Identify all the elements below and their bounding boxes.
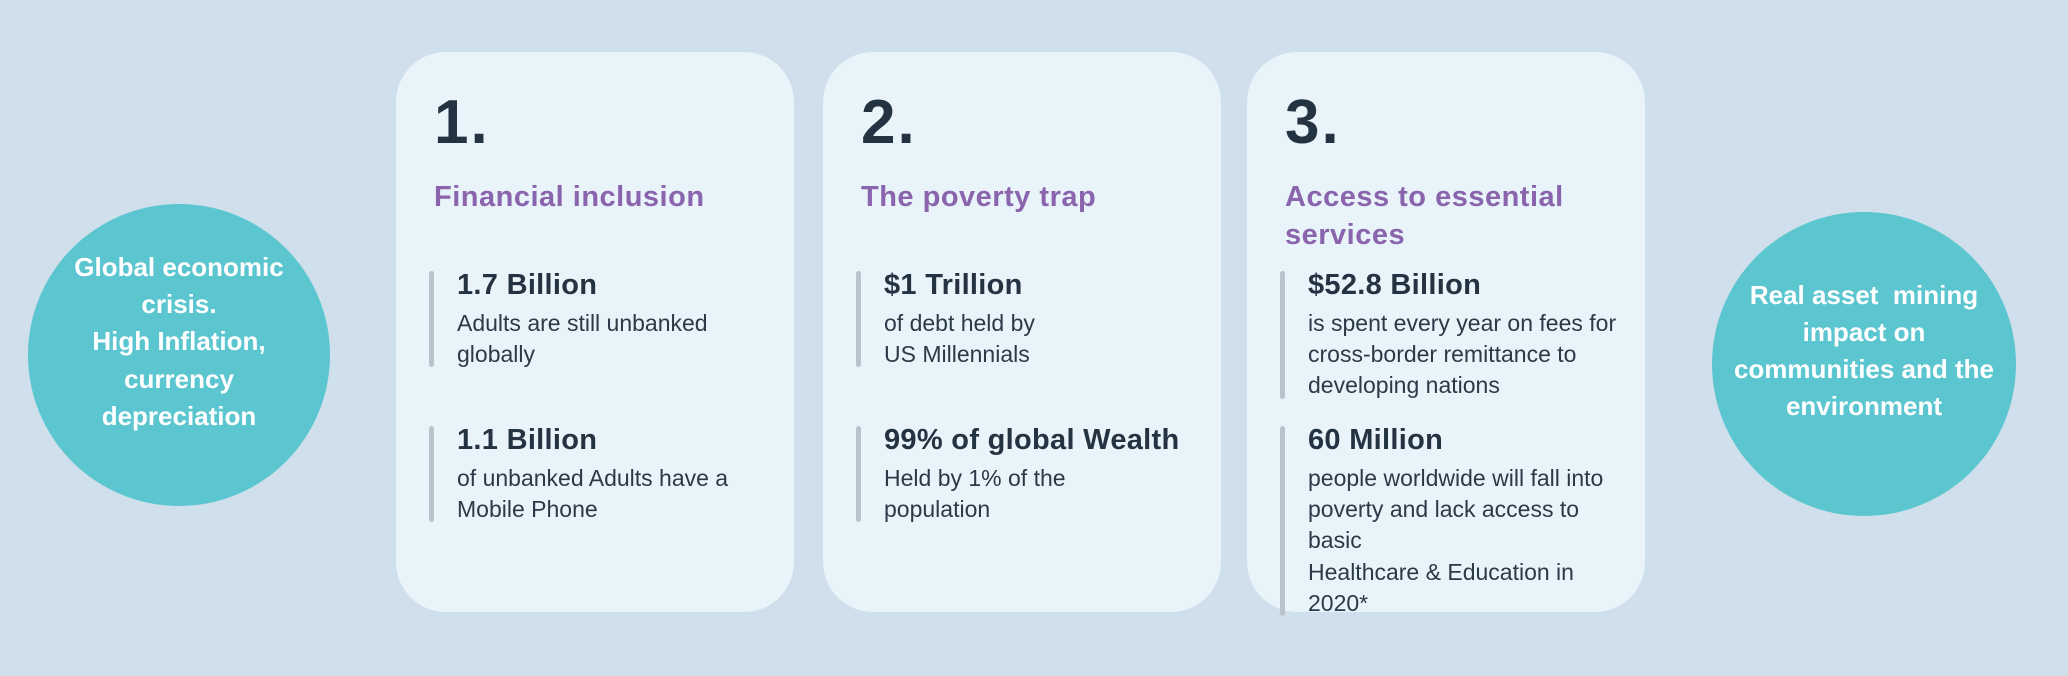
stat-divider [856,426,861,523]
card-1-title: Financial inclusion [434,181,705,213]
problem-card-2: 2. The poverty trap $1 Trillion of debt … [823,52,1221,612]
stat-content: $52.8 Billion is spent every year on fee… [1285,268,1616,402]
card-2-title: The poverty trap [861,181,1097,213]
stat-divider [429,426,434,523]
card-3-stat-1: $52.8 Billion is spent every year on fee… [1280,268,1619,402]
stat-value: $52.8 Billion [1308,269,1482,301]
card-3-number: 3. [1285,88,1341,157]
stat-value: 1.1 Billion [457,424,598,456]
card-3-title: Access to essential services [1285,181,1564,252]
card-2-stat-2: 99% of global Wealth Held by 1% of the p… [856,423,1195,525]
stat-content: $1 Trillion of debt held by US Millennia… [861,268,1035,370]
problem-card-3: 3. Access to essential services $52.8 Bi… [1247,52,1645,617]
stat-divider [856,271,861,368]
context-circle-left-text: Global economic crisis. High Inflation, … [74,252,284,431]
stat-description: is spent every year on fees for cross-bo… [1308,309,1617,399]
context-circle-right-text: Real asset mining impact on communities … [1733,279,1995,422]
stat-value: 99% of global Wealth [884,424,1180,456]
stat-description: people worldwide will fall into poverty … [1308,464,1604,616]
card-1-number: 1. [434,88,490,157]
stat-content: 1.1 Billion of unbanked Adults have a Mo… [434,423,728,525]
card-1-stat-1: 1.7 Billion Adults are still unbanked gl… [429,268,768,370]
stat-value: 1.7 Billion [457,269,598,301]
card-1-stat-2: 1.1 Billion of unbanked Adults have a Mo… [429,423,768,525]
context-circle-left: Global economic crisis. High Inflation, … [28,204,330,506]
stat-content: 60 Million people worldwide will fall in… [1285,423,1619,619]
stat-divider [429,271,434,368]
card-2-stat-1: $1 Trillion of debt held by US Millennia… [856,268,1195,370]
stat-description: Held by 1% of the population [884,464,1066,523]
stat-value: $1 Trillion [884,269,1023,301]
card-3-stat-2: 60 Million people worldwide will fall in… [1280,423,1619,619]
stat-content: 99% of global Wealth Held by 1% of the p… [861,423,1180,525]
problem-card-1: 1. Financial inclusion 1.7 Billion Adult… [396,52,794,612]
stat-description: Adults are still unbanked globally [457,309,708,368]
stat-description: of debt held by US Millennials [884,309,1035,368]
stat-divider [1280,271,1285,399]
stat-content: 1.7 Billion Adults are still unbanked gl… [434,268,708,370]
stat-description: of unbanked Adults have a Mobile Phone [457,464,729,523]
card-2-number: 2. [861,88,917,157]
stat-divider [1280,426,1285,617]
context-circle-right: Real asset mining impact on communities … [1712,212,2016,516]
stat-value: 60 Million [1308,424,1444,456]
